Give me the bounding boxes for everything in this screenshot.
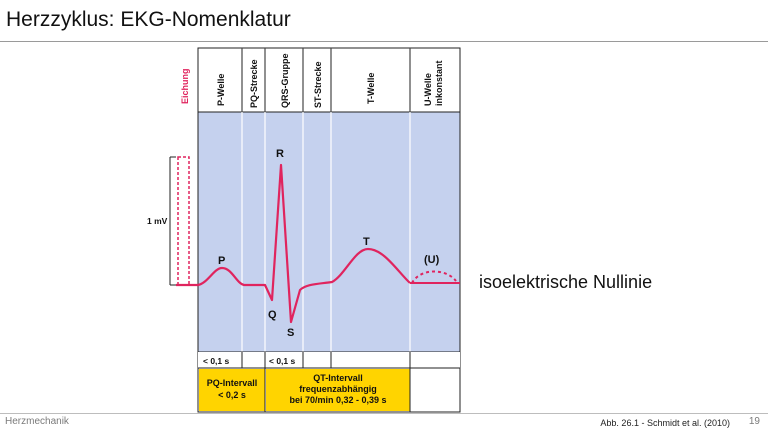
header-st-segment: ST-Strecke: [313, 61, 323, 108]
page-number: 19: [748, 416, 760, 427]
duration-row: [198, 352, 460, 368]
label-r: R: [276, 148, 284, 160]
pq-interval-title: PQ-Intervall: [207, 378, 258, 388]
qt-interval-box: [266, 369, 410, 411]
calibration-pulse: [177, 156, 190, 286]
duration-p: < 0,1 s: [203, 356, 230, 366]
calibration-header: Eichung: [180, 69, 190, 105]
title-divider: [0, 41, 768, 42]
label-u: (U): [424, 254, 440, 266]
duration-qrs: < 0,1 s: [269, 356, 296, 366]
header-qrs-group: QRS-Gruppe: [280, 53, 290, 108]
ecg-trace: [176, 163, 411, 324]
header-t-wave: T-Welle: [366, 73, 376, 104]
table-border: [197, 47, 461, 413]
qt-interval-title: QT-Intervall: [313, 373, 363, 383]
qt-interval-value: bei 70/min 0,32 - 0,39 s: [289, 395, 386, 405]
header-p-wave: P-Welle: [216, 74, 226, 106]
header-pq-segment: PQ-Strecke: [249, 59, 259, 108]
phase-header-row: [197, 47, 461, 113]
ecg-panel-background: [198, 112, 460, 352]
header-u-wave: U-Welle: [423, 73, 433, 106]
label-p: P: [218, 255, 225, 267]
footer-topic: Herzmechanik: [5, 416, 69, 427]
pq-interval-box: [199, 369, 265, 411]
header-u-wave-inconstant: inkonstant: [434, 60, 444, 106]
footer-divider: [0, 413, 768, 414]
u-wave: [411, 270, 457, 284]
label-q: Q: [268, 309, 277, 321]
pq-interval-value: < 0,2 s: [218, 390, 246, 400]
figure-reference: Abb. 26.1 - Schmidt et al. (2010): [600, 418, 730, 428]
label-s: S: [287, 327, 294, 339]
slide-title: Herzzyklus: EKG-Nomenklatur: [6, 8, 291, 31]
isoelectric-line-label: isoelektrische Nullinie: [479, 272, 653, 292]
label-t: T: [363, 236, 370, 248]
calibration-value: 1 mV: [147, 216, 168, 226]
qt-interval-subtitle: frequenzabhängig: [299, 384, 377, 394]
